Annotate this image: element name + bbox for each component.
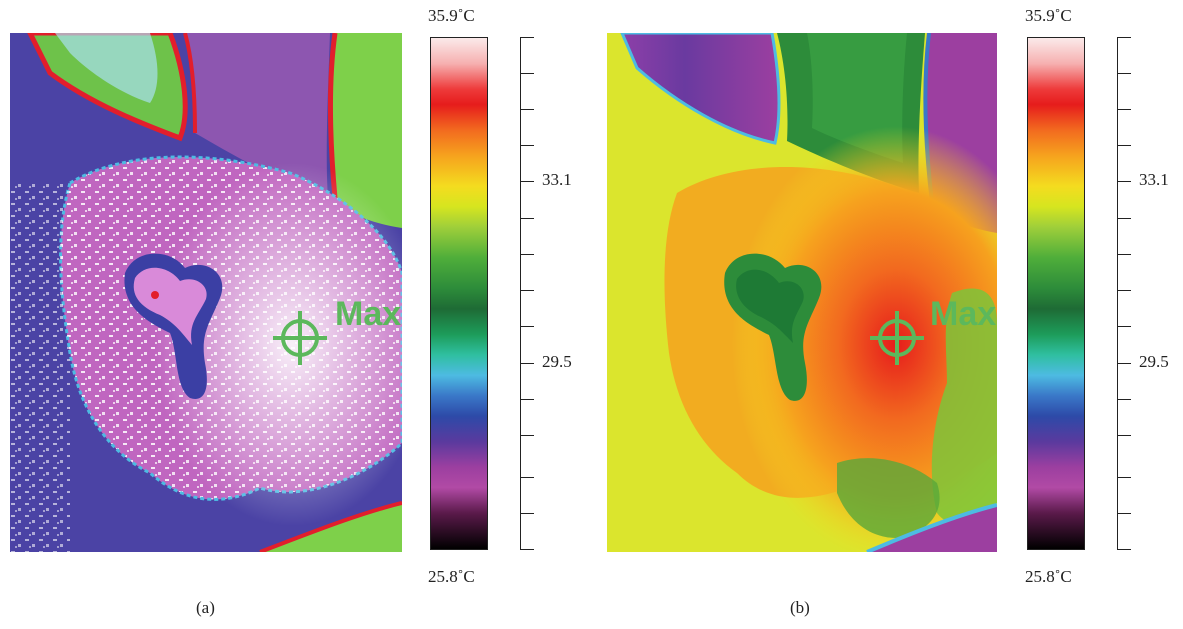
scale-a-tick (520, 399, 534, 400)
scale-a-label-high: 33.1 (542, 170, 572, 189)
colorbar-a (430, 37, 488, 550)
scale-b-tick (1117, 290, 1131, 291)
scale-a-tick (520, 477, 534, 478)
colorbar-a-min-label: 25.8˚C (428, 567, 475, 586)
panel-label-a: (a) (196, 598, 215, 617)
scale-a-tick (520, 145, 534, 146)
temperature-scale-b: 33.1 29.5 (1117, 37, 1169, 550)
scale-a-tick (520, 326, 534, 327)
thermal-image-a-graphic: Max (10, 33, 402, 552)
scale-a-label-low: 29.5 (542, 352, 572, 371)
scale-a-tick (520, 73, 534, 74)
scale-b-tick (1117, 326, 1131, 327)
scale-a-tick (520, 513, 534, 514)
scale-b-tick (1117, 37, 1131, 38)
scale-a-tick (520, 218, 534, 219)
temperature-scale-a: 33.1 29.5 (520, 37, 572, 550)
scale-a-tick (520, 363, 534, 364)
max-label-b: Max (930, 295, 996, 333)
scale-b-tick (1117, 435, 1131, 436)
scale-b-tick (1117, 145, 1131, 146)
scale-a-tick (520, 181, 534, 182)
scale-b-tick (1117, 513, 1131, 514)
colorbar-b (1027, 37, 1085, 550)
max-crosshair-a (273, 311, 327, 365)
colorbar-a-max-label: 35.9˚C (428, 6, 475, 25)
scale-a-tick (520, 254, 534, 255)
colorbar-a-gradient (431, 38, 487, 549)
max-label-a: Max (335, 295, 401, 333)
scale-a-tick (520, 109, 534, 110)
scale-b-tick (1117, 549, 1131, 550)
scale-b-tick (1117, 363, 1131, 364)
scale-a-tick (520, 37, 534, 38)
panel-label-b: (b) (790, 598, 810, 617)
scale-a-tick (520, 549, 534, 550)
scale-a-tick (520, 435, 534, 436)
scale-b-label-low: 29.5 (1139, 352, 1169, 371)
scale-b-tick (1117, 477, 1131, 478)
scale-b-label-high: 33.1 (1139, 170, 1169, 189)
colorbar-b-gradient (1028, 38, 1084, 549)
scale-b-tick (1117, 254, 1131, 255)
scale-b-tick (1117, 109, 1131, 110)
scale-a-spine (520, 37, 521, 550)
colorbar-b-max-label: 35.9˚C (1025, 6, 1072, 25)
scale-b-tick (1117, 73, 1131, 74)
scale-b-tick (1117, 218, 1131, 219)
thermal-image-b-graphic: Max (607, 33, 997, 552)
scale-b-tick (1117, 399, 1131, 400)
max-crosshair-b (870, 311, 924, 365)
scale-b-spine (1117, 37, 1118, 550)
scale-a-tick (520, 290, 534, 291)
scale-b-tick (1117, 181, 1131, 182)
thermal-image-b: Max (607, 33, 997, 552)
colorbar-b-min-label: 25.8˚C (1025, 567, 1072, 586)
thermal-image-a: Max (10, 33, 402, 552)
